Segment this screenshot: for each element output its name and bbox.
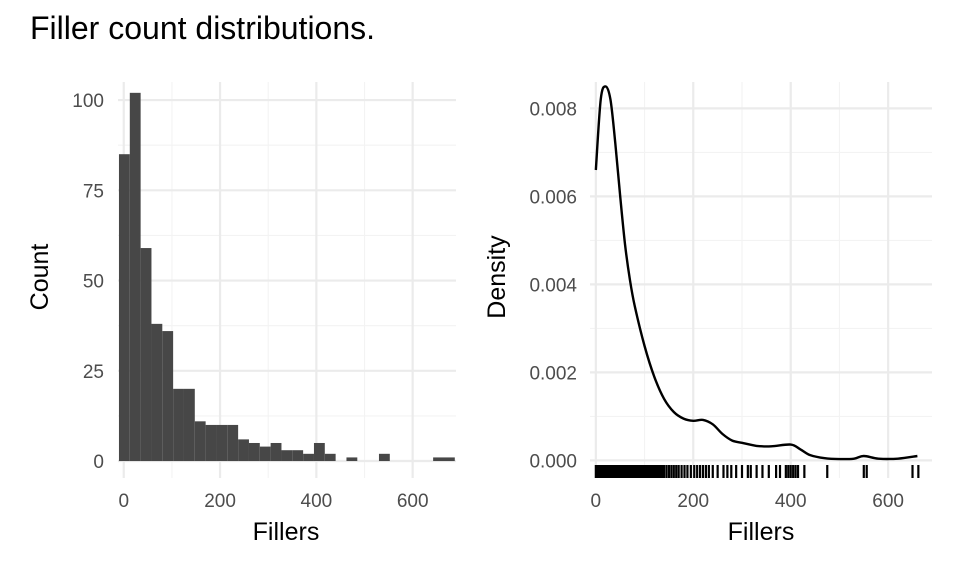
- histogram-y-axis-title: Count: [26, 244, 54, 311]
- histogram-bar: [118, 154, 130, 462]
- histogram-bar: [281, 450, 293, 462]
- histogram-bar: [270, 442, 282, 462]
- density-x-tick-label: 600: [872, 491, 904, 512]
- histogram-bar: [248, 442, 260, 462]
- histogram-bar: [292, 450, 304, 462]
- histogram-bar: [238, 439, 249, 462]
- histogram-panel: 0 200 400 600 0 25 50 75 100 Fillers Count: [26, 82, 456, 546]
- histogram-bar: [346, 457, 358, 462]
- density-x-tick-label: 200: [677, 491, 709, 512]
- density-y-tick-label: 0.004: [529, 275, 577, 296]
- histogram-bar: [129, 92, 141, 462]
- density-y-tick-labels: 0.000 0.002 0.004 0.006 0.008: [529, 99, 577, 472]
- histogram-bars: [118, 92, 455, 462]
- density-x-tick-label: 400: [775, 491, 807, 512]
- histogram-bar: [303, 453, 314, 462]
- histogram-x-tick-label: 0: [118, 491, 129, 512]
- histogram-x-tick-label: 600: [397, 491, 429, 512]
- page-title: Filler count distributions.: [30, 10, 376, 46]
- density-y-axis-title: Density: [483, 235, 511, 319]
- density-grid: [590, 82, 932, 478]
- density-panel: 0 200 400 600 0.000 0.002 0.004 0.006 0.008 Fil…: [483, 82, 932, 546]
- histogram-bar: [194, 421, 206, 462]
- density-x-axis-title: Fillers: [728, 518, 795, 546]
- histogram-y-tick-label: 100: [72, 91, 104, 112]
- density-y-tick-label: 0.000: [529, 451, 577, 472]
- histogram-y-tick-label: 50: [83, 272, 104, 293]
- histogram-bar: [378, 453, 390, 462]
- density-x-tick-labels: 0 200 400 600: [591, 491, 904, 512]
- histogram-x-tick-label: 200: [204, 491, 236, 512]
- density-y-tick-label: 0.006: [529, 187, 577, 208]
- histogram-y-tick-label: 75: [83, 181, 104, 202]
- histogram-bar: [173, 388, 184, 462]
- histogram-grid: [118, 82, 456, 478]
- density-x-tick-label: 0: [591, 491, 602, 512]
- histogram-bar: [259, 446, 271, 462]
- histogram-y-tick-labels: 0 25 50 75 100: [72, 91, 104, 473]
- histogram-bar: [162, 331, 174, 462]
- histogram-x-tick-label: 400: [301, 491, 333, 512]
- density-rug: [594, 465, 920, 478]
- histogram-bar: [227, 424, 239, 462]
- histogram-bar: [183, 388, 195, 462]
- density-y-tick-label: 0.002: [529, 363, 577, 384]
- histogram-x-tick-labels: 0 200 400 600: [118, 491, 428, 512]
- histogram-bar: [151, 323, 163, 462]
- histogram-bar: [140, 248, 152, 462]
- histogram-bar: [205, 424, 217, 462]
- histogram-bar: [216, 424, 228, 462]
- density-curve: [594, 85, 918, 461]
- histogram-bar: [324, 453, 336, 462]
- histogram-bar: [433, 457, 455, 462]
- density-y-tick-label: 0.008: [529, 99, 577, 120]
- histogram-y-tick-label: 25: [83, 362, 104, 383]
- histogram-y-tick-label: 0: [93, 452, 104, 473]
- histogram-bar: [313, 442, 325, 462]
- histogram-x-axis-title: Fillers: [253, 518, 320, 546]
